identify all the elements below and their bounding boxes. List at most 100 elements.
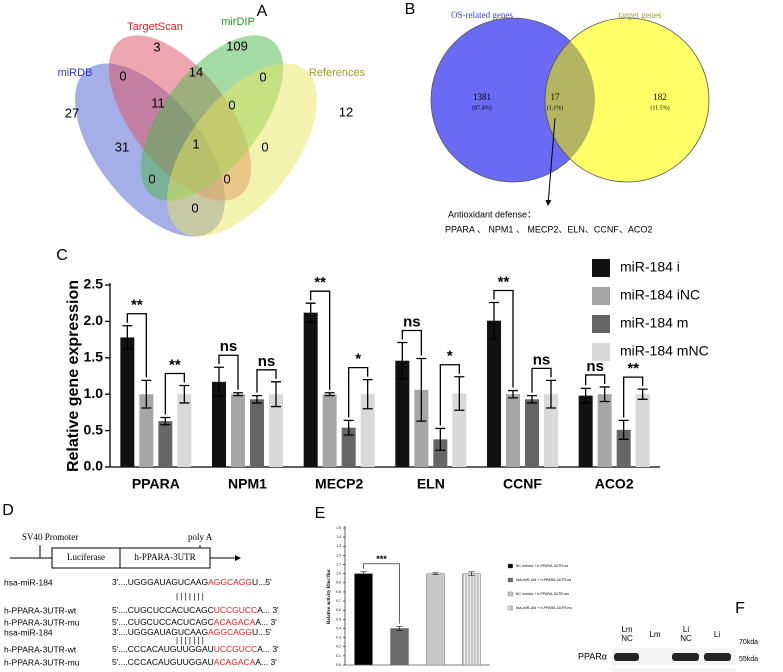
bar (354, 573, 373, 666)
row-label: PPARα (578, 651, 607, 661)
y-tick-label: 1.4 (336, 535, 341, 539)
band (672, 653, 699, 661)
error-bar (252, 395, 262, 404)
bar (303, 312, 318, 467)
legend-swatch (507, 577, 514, 583)
bar (139, 394, 154, 467)
lane-label: Li (683, 625, 689, 634)
legend-label: miR-184 i (620, 259, 680, 275)
legend-label: miR-184 mNC (620, 343, 709, 359)
y-tick-label: 1.0 (84, 385, 104, 401)
sequence-part: U...5' (252, 627, 272, 637)
error-bar (160, 416, 171, 426)
error-bar (271, 381, 281, 408)
region-count: 27 (65, 105, 79, 120)
lane-label: NC (621, 634, 633, 643)
error-bar (508, 389, 518, 399)
sequence-part: UCCGUCC (214, 644, 257, 654)
legend-swatch (507, 605, 514, 611)
region-count: 109 (226, 38, 248, 53)
panel-e: E Relative activity Rluc/fluc 0.0 0.1 0.2 0.3… (315, 505, 573, 667)
significance-label: ** (169, 356, 181, 373)
y-axis-label: Relative activity Rluc/fluc (327, 568, 332, 624)
panel-f: FLmNCLmLiNCLiPPARαGAPDH70kda55kda37kda (575, 600, 758, 672)
error-bar (468, 571, 475, 576)
sequence-part: ACAGACA (214, 657, 256, 667)
significance-label: ns (220, 338, 238, 355)
legend-label: NC mimics + h-PPARA-3UTR-wt (516, 564, 568, 568)
y-tick-label: 0.5 (84, 421, 104, 437)
sequence-part: 5'....CCCACAUGUUGGAU (112, 657, 214, 667)
bar (544, 394, 558, 467)
bar (635, 394, 650, 467)
significance-bracket (401, 329, 422, 356)
significance-label: ns (586, 358, 604, 375)
set-label: target genes (618, 10, 662, 20)
significance-bracket (531, 367, 552, 393)
panel-label: E (315, 505, 326, 522)
lane-label: Li (714, 630, 720, 639)
sequence-part: UCCGUCC (214, 605, 257, 615)
significance-label: ns (403, 313, 421, 330)
bar (177, 394, 192, 467)
error-bar (432, 572, 439, 575)
error-bar (343, 419, 354, 436)
error-bar (637, 388, 648, 400)
significance-bracket (256, 369, 277, 393)
sequence-part: 3'....UGGGAUAGUCAAG (112, 577, 208, 587)
legend-label: miR-184 iNC (620, 287, 700, 303)
significance-label: ** (314, 274, 326, 291)
region-count: 14 (189, 64, 203, 79)
promoter-label: SV40 Promoter (22, 532, 78, 542)
lane-label: NC (680, 634, 692, 643)
error-bar (416, 357, 427, 422)
pairing: | | | | | | | (176, 592, 204, 601)
sequence-part: U...5' (252, 577, 272, 587)
error-bar (360, 571, 367, 576)
arrow (545, 117, 556, 206)
sequence-part: 5'....CUGCUCCACUCAGC (112, 605, 214, 615)
error-bar (580, 387, 591, 404)
y-tick-label: 0.4 (336, 626, 341, 630)
sequence: 5'....CUGCUCCACUCAGCACAGACAA... 3' (112, 617, 277, 627)
significance-bracket (623, 376, 644, 418)
bar (390, 628, 409, 666)
annotation-title: Antioxidant defense： (448, 209, 536, 219)
y-tick-label: 0.8 (336, 590, 341, 594)
y-tick-label: 1.5 (84, 349, 104, 365)
significance-label: ns (533, 351, 551, 368)
y-axis-label: Relative gene expression (65, 280, 82, 472)
error-bar (324, 392, 335, 397)
y-tick-label: 1.0 (336, 572, 341, 576)
y-tick-label: 0.1 (336, 654, 341, 658)
y-tick-label: 1.3 (336, 544, 341, 548)
sequence-part: A... 3' (257, 644, 279, 654)
significance-label: * (355, 351, 361, 368)
sequence-part: AGGCAGG (208, 577, 252, 587)
x-tick-label: NPM1 (228, 476, 267, 492)
legend-swatch (592, 343, 610, 361)
y-tick-label: 0.2 (336, 645, 341, 649)
panel-label: D (2, 502, 14, 519)
bar (212, 381, 226, 467)
error-bar (396, 626, 403, 631)
y-tick-label: 0.5 (336, 617, 341, 621)
panel-label: A (257, 3, 268, 20)
region-count: 0 (261, 139, 268, 154)
sequence: 5'....CCCACAUGUUGGAUUCCGUCCA... 3' (112, 644, 279, 654)
sequence-name: h-PPARA-3UTR-wt (4, 644, 77, 654)
y-tick-label: 0.3 (336, 636, 341, 640)
bar (341, 427, 356, 467)
bar (487, 320, 501, 467)
error-bar (435, 427, 446, 451)
error-bar (233, 392, 243, 397)
region-count: 0 (191, 200, 198, 215)
marker-label: 55kda (739, 656, 758, 663)
significance-bracket (493, 289, 514, 388)
sequence: 3'....UGGGAUAGUCAAGAGGCAGGU...5' (112, 627, 272, 637)
lane-label: Lm (649, 630, 660, 639)
bar (231, 394, 245, 467)
region-count: 0 (259, 69, 266, 84)
legend-label: hsa-miR-184 + h-PPARA-3UTR-wt (516, 578, 571, 582)
